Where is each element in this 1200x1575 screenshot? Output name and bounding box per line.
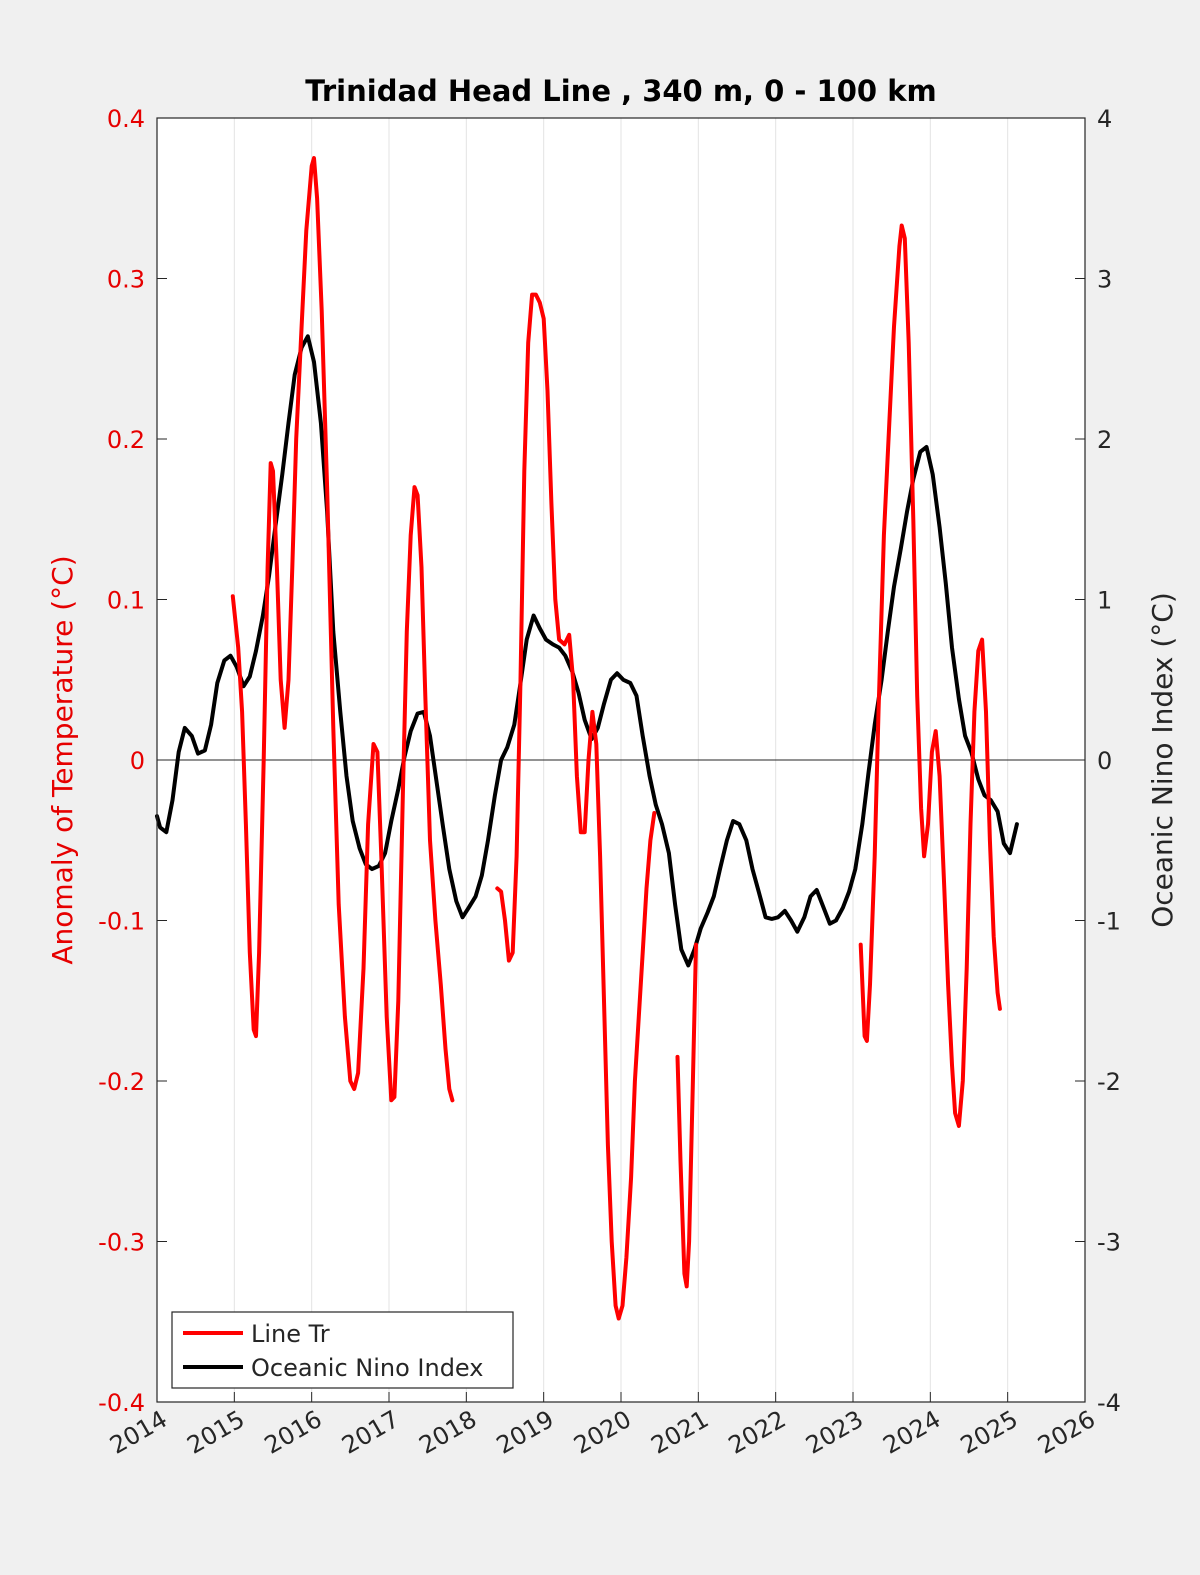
right-tick-label: -4 [1097, 1389, 1121, 1417]
series-line-tr-line-0 [230, 156, 455, 1103]
left-tick-label: -0.4 [98, 1389, 145, 1417]
left-axis-label: Anomaly of Temperature (°C) [46, 555, 79, 964]
right-tick-label: -3 [1097, 1229, 1121, 1257]
x-tick-label: 2024 [878, 1405, 945, 1460]
right-tick-label: 1 [1097, 587, 1112, 615]
x-tick-label: 2015 [182, 1405, 249, 1460]
x-tick-label: 2021 [646, 1405, 713, 1460]
chart-title: Trinidad Head Line , 340 m, 0 - 100 km [305, 74, 936, 108]
x-tick-label: 2026 [1033, 1405, 1100, 1460]
x-tick-label: 2020 [569, 1405, 636, 1460]
series-line-tr-line-3 [858, 223, 1002, 1128]
x-tick-label: 2018 [414, 1405, 481, 1460]
left-tick-label: 0 [130, 747, 145, 775]
left-tick-label: -0.3 [98, 1229, 145, 1257]
right-axis: 4 3 2 1 0 -1 -2 -3 -4 [1075, 105, 1121, 1417]
right-tick-label: 3 [1097, 266, 1112, 294]
right-tick-label: -1 [1097, 908, 1121, 936]
x-tick-label: 2016 [260, 1405, 327, 1460]
right-tick-label: 4 [1097, 105, 1112, 133]
right-axis-label: Oceanic Nino Index (°C) [1146, 592, 1179, 928]
left-tick-label: -0.1 [98, 908, 145, 936]
legend-label-oni: Oceanic Nino Index [251, 1354, 483, 1382]
x-tick-label: 2019 [492, 1405, 559, 1460]
left-tick-label: 0.4 [107, 105, 145, 133]
series-line-tr-line-2 [675, 942, 698, 1289]
left-tick-label: 0.2 [107, 426, 145, 454]
left-axis: 0.4 0.3 0.2 0.1 0 -0.1 -0.2 -0.3 -0.4 [98, 105, 167, 1417]
legend-box [171, 1311, 514, 1389]
right-tick-label: -2 [1097, 1068, 1121, 1096]
left-tick-label: 0.1 [107, 587, 145, 615]
x-tick-label: 2017 [337, 1405, 404, 1460]
left-tick-label: -0.2 [98, 1068, 145, 1096]
series-oceanic-nino-index-line-0 [155, 334, 1019, 968]
left-tick-label: 0.3 [107, 266, 145, 294]
x-tick-label: 2025 [956, 1405, 1023, 1460]
legend: Line Tr Oceanic Nino Index [171, 1311, 514, 1389]
x-tick-label: 2023 [801, 1405, 868, 1460]
legend-label-line-tr: Line Tr [251, 1320, 330, 1348]
right-tick-label: 0 [1097, 747, 1112, 775]
series-line-tr-line-1 [495, 292, 657, 1321]
x-tick-label: 2022 [724, 1405, 791, 1460]
right-tick-label: 2 [1097, 426, 1112, 454]
series-layer [155, 156, 1019, 1321]
